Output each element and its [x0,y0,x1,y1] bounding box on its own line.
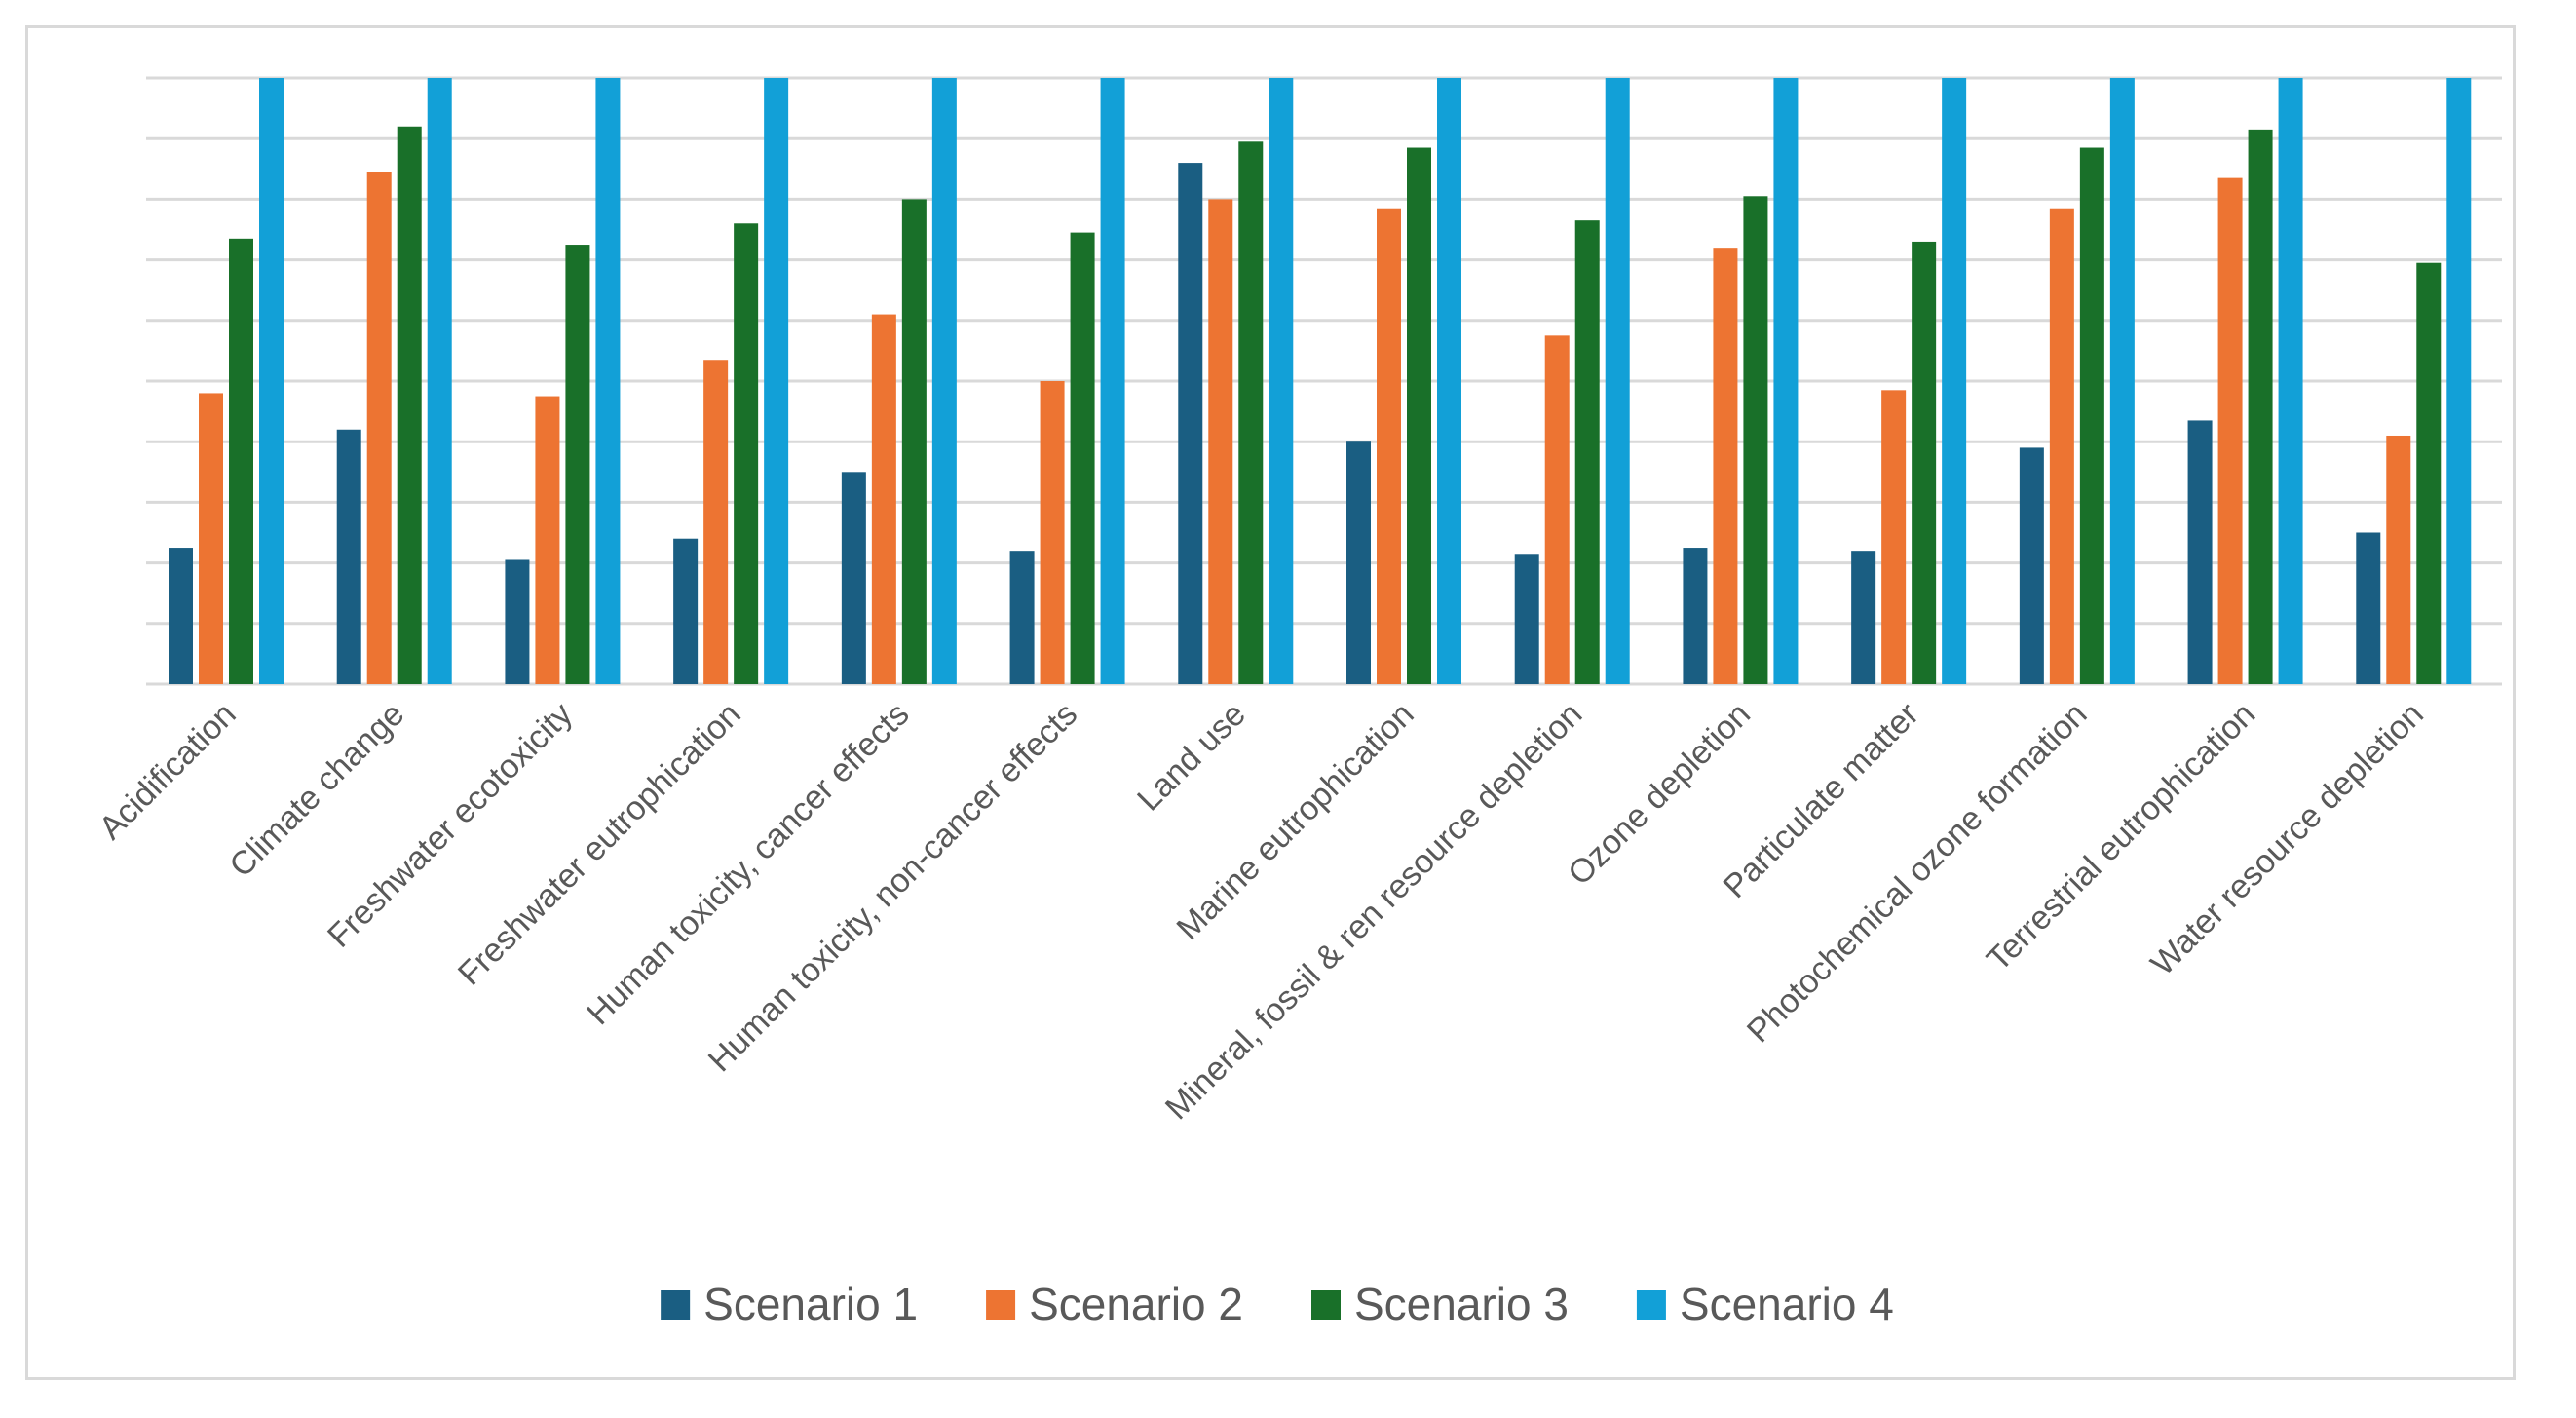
bar-scenario-4-9 [1773,78,1799,684]
bar-scenario-1-2 [505,559,530,684]
category-label: Acidification [93,696,244,847]
bar-scenario-3-6 [1238,141,1264,684]
bar-scenario-2-6 [1208,199,1233,684]
legend-item-scenario-2: Scenario 2 [986,1279,1243,1329]
bar-scenario-1-4 [841,472,866,684]
category-label: Ozone depletion [1561,696,1758,893]
bar-scenario-3-0 [229,238,253,684]
bar-scenario-2-1 [366,172,392,684]
bar-scenario-2-13 [2386,435,2411,684]
bar-scenario-4-1 [427,78,452,684]
bar-scenario-2-12 [2217,177,2243,684]
bar-scenario-1-8 [1514,554,1539,684]
bars [169,78,2472,685]
bar-scenario-2-0 [199,393,223,684]
bar-scenario-1-0 [169,548,193,684]
bar-scenario-1-11 [2019,447,2044,684]
category-label: Photochemical ozone formation [1740,696,2095,1051]
bar-scenario-4-6 [1269,78,1294,684]
category-label: Terrestrial eutrophication [1980,696,2262,978]
category-label: Freshwater eutrophication [451,696,748,993]
bar-scenario-2-9 [1713,248,1738,684]
bar-scenario-4-10 [1942,78,1967,684]
bar-scenario-3-4 [901,199,927,684]
bar-scenario-4-5 [1100,78,1125,684]
bar-scenario-1-12 [2187,420,2213,684]
bar-scenario-3-9 [1743,196,1768,685]
bar-scenario-3-13 [2416,262,2442,684]
category-label: Climate change [222,696,411,885]
legend-item-scenario-3: Scenario 3 [1311,1279,1569,1329]
bar-scenario-3-2 [565,245,590,685]
bar-scenario-4-0 [259,78,284,684]
legend-label-scenario-2: Scenario 2 [1029,1279,1243,1329]
bar-scenario-4-2 [595,78,621,684]
bar-scenario-3-8 [1574,220,1600,685]
bar-scenario-4-13 [2446,78,2472,684]
legend-label-scenario-1: Scenario 1 [703,1279,918,1329]
bar-scenario-4-11 [2109,78,2135,684]
bar-scenario-3-10 [1912,241,1937,684]
bar-scenario-2-4 [871,314,896,684]
bar-scenario-4-12 [2278,78,2303,684]
bar-scenario-3-5 [1070,232,1095,685]
category-label: Land use [1130,696,1253,819]
legend-swatch-scenario-2 [986,1290,1016,1320]
bar-scenario-1-5 [1009,551,1035,684]
bar-scenario-3-11 [2079,147,2104,684]
bar-scenario-4-3 [764,78,789,684]
bar-scenario-1-9 [1683,548,1708,684]
gridlines [146,76,2502,686]
bar-scenario-2-10 [1881,390,1907,684]
legend: Scenario 1 Scenario 2 Scenario 3 Scenario 4 [661,1279,1894,1329]
legend-swatch-scenario-4 [1636,1290,1666,1320]
bar-scenario-3-1 [397,126,422,684]
bar-scenario-3-7 [1407,147,1431,684]
bar-scenario-3-12 [2248,129,2273,684]
bar-scenario-4-8 [1605,78,1630,684]
bar-scenario-1-3 [673,538,699,684]
legend-label-scenario-4: Scenario 4 [1680,1279,1894,1329]
bar-scenario-2-3 [703,360,729,684]
legend-swatch-scenario-3 [1311,1290,1341,1320]
bar-scenario-1-7 [1346,441,1371,684]
category-label: Human toxicity, cancer effects [580,696,916,1032]
bar-scenario-1-13 [2356,532,2381,684]
category-label: Human toxicity, non-cancer effects [701,696,1084,1079]
bar-scenario-2-7 [1377,208,1401,685]
bar-scenario-3-3 [734,223,759,684]
bar-scenario-4-4 [931,78,957,684]
bar-scenario-4-7 [1437,78,1461,684]
bar-scenario-2-2 [535,396,560,684]
legend-swatch-scenario-1 [661,1290,691,1320]
category-label: Water resource depletion [2143,696,2431,983]
bar-scenario-2-8 [1544,335,1570,684]
bar-scenario-1-1 [336,429,361,684]
bar-scenario-1-10 [1851,551,1876,684]
bar-scenario-2-5 [1040,381,1065,684]
legend-label-scenario-3: Scenario 3 [1354,1279,1569,1329]
bar-scenario-2-11 [2049,208,2074,685]
bar-scenario-1-6 [1178,163,1203,684]
legend-item-scenario-4: Scenario 4 [1636,1279,1894,1329]
legend-item-scenario-1: Scenario 1 [661,1279,918,1329]
